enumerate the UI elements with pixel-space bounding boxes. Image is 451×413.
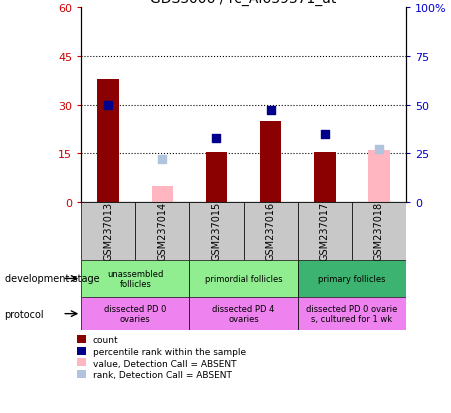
Bar <box>189 297 298 330</box>
Text: dissected PD 4
ovaries: dissected PD 4 ovaries <box>212 304 275 323</box>
Text: primordial follicles: primordial follicles <box>205 274 282 283</box>
Title: GDS3006 / rc_AI639371_at: GDS3006 / rc_AI639371_at <box>150 0 337 6</box>
Bar <box>206 152 227 202</box>
Bar <box>135 202 189 260</box>
Text: primary follicles: primary follicles <box>318 274 386 283</box>
Text: GSM237013: GSM237013 <box>103 202 113 261</box>
Bar <box>152 186 173 202</box>
Point <box>375 147 382 153</box>
Text: GSM237014: GSM237014 <box>157 202 167 261</box>
Legend: count, percentile rank within the sample, value, Detection Call = ABSENT, rank, : count, percentile rank within the sample… <box>77 335 246 380</box>
Bar <box>97 79 119 202</box>
Bar <box>81 297 189 330</box>
Bar <box>244 202 298 260</box>
Bar <box>298 202 352 260</box>
Text: GSM237018: GSM237018 <box>374 202 384 261</box>
Bar <box>260 121 281 202</box>
Bar <box>298 297 406 330</box>
Bar <box>368 151 390 202</box>
Point <box>159 157 166 163</box>
Bar <box>352 202 406 260</box>
Bar <box>81 202 135 260</box>
Text: dissected PD 0
ovaries: dissected PD 0 ovaries <box>104 304 166 323</box>
Bar <box>81 260 189 297</box>
Point <box>105 102 112 109</box>
Text: GSM237015: GSM237015 <box>212 202 221 261</box>
Text: GSM237017: GSM237017 <box>320 202 330 261</box>
Bar <box>298 260 406 297</box>
Text: unassembled
follicles: unassembled follicles <box>107 269 163 288</box>
Text: protocol: protocol <box>5 309 44 319</box>
Text: GSM237016: GSM237016 <box>266 202 276 261</box>
Text: dissected PD 0 ovarie
s, cultured for 1 wk: dissected PD 0 ovarie s, cultured for 1 … <box>306 304 397 323</box>
Point <box>213 135 220 142</box>
Bar <box>189 260 298 297</box>
Bar <box>189 202 244 260</box>
Text: development stage: development stage <box>5 274 99 284</box>
Point <box>321 131 328 138</box>
Bar <box>314 152 336 202</box>
Point <box>267 108 274 114</box>
